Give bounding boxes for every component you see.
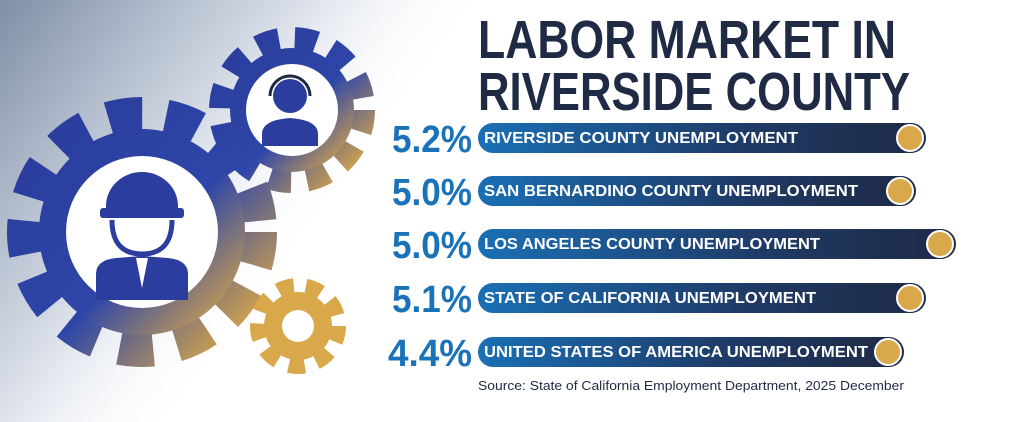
title-line: LABOR MARKET IN bbox=[478, 10, 896, 70]
value: 5.0% bbox=[392, 225, 472, 267]
title-line: RIVERSIDE COUNTY bbox=[478, 62, 910, 122]
bar bbox=[478, 229, 956, 259]
value: 4.4% bbox=[388, 333, 472, 375]
bar bbox=[478, 283, 926, 313]
value: 5.2% bbox=[392, 119, 472, 161]
label: RIVERSIDE COUNTY UNEMPLOYMENT bbox=[484, 130, 798, 147]
bar bbox=[478, 176, 916, 206]
bar bbox=[478, 337, 904, 367]
medium-gear bbox=[209, 27, 375, 193]
bar-knob bbox=[874, 338, 902, 366]
label: LOS ANGELES COUNTY UNEMPLOYMENT bbox=[484, 236, 820, 253]
label: SAN BERNARDINO COUNTY UNEMPLOYMENT bbox=[484, 183, 858, 200]
bar-knob bbox=[886, 177, 914, 205]
source: Source: State of California Employment D… bbox=[478, 379, 904, 393]
row: 4.4% UNITED STATES OF AMERICA UNEMPLOYME… bbox=[388, 333, 904, 375]
label: STATE OF CALIFORNIA UNEMPLOYMENT bbox=[484, 290, 816, 307]
bar-knob bbox=[896, 284, 924, 312]
bar-knob bbox=[896, 124, 924, 152]
label: UNITED STATES OF AMERICA UNEMPLOYMENT bbox=[484, 344, 868, 361]
small-gear bbox=[250, 278, 346, 374]
large-gear bbox=[7, 97, 277, 367]
row: 5.1% STATE OF CALIFORNIA UNEMPLOYMENT bbox=[392, 279, 926, 321]
bar-knob bbox=[926, 230, 954, 258]
bar bbox=[478, 123, 926, 153]
value: 5.0% bbox=[392, 172, 472, 214]
row: 5.0% SAN BERNARDINO COUNTY UNEMPLOYMENT bbox=[392, 172, 916, 214]
row: 5.2% RIVERSIDE COUNTY UNEMPLOYMENT bbox=[392, 119, 926, 161]
value: 5.1% bbox=[392, 279, 472, 321]
row: 5.0% LOS ANGELES COUNTY UNEMPLOYMENT bbox=[392, 225, 956, 267]
